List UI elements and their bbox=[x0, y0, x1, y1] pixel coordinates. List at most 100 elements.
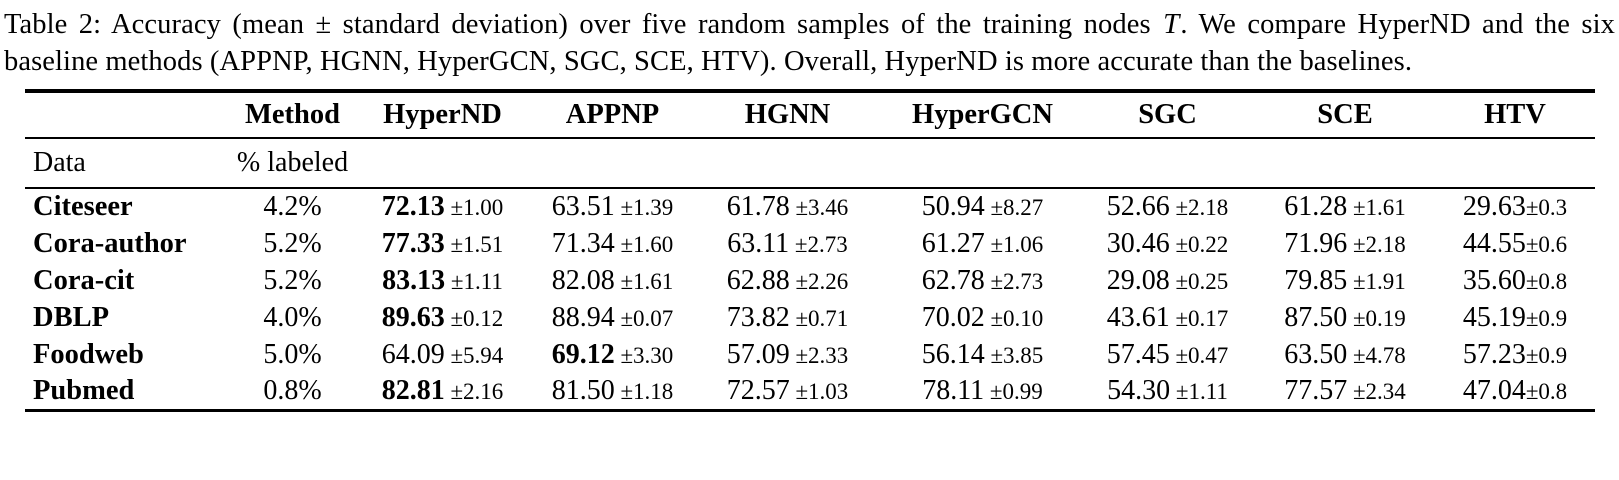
accuracy-cell: 81.50 ±1.18 bbox=[535, 373, 690, 410]
mean-value: 57.23 bbox=[1462, 338, 1526, 370]
std-value: ±0.47 bbox=[1169, 342, 1229, 368]
accuracy-cell: 52.66 ±2.18 bbox=[1080, 188, 1255, 225]
accuracy-cell: 71.96 ±2.18 bbox=[1255, 225, 1435, 262]
mean-value: 89.63 bbox=[381, 301, 445, 333]
accuracy-cell: 35.60±0.8 bbox=[1435, 262, 1595, 299]
header-hypernd: HyperND bbox=[350, 91, 535, 139]
row-label-foodweb: Foodweb bbox=[33, 338, 144, 370]
std-value: ±2.18 bbox=[1169, 195, 1229, 220]
mean-value: 83.13 bbox=[382, 264, 446, 296]
std-value: ±0.6 bbox=[1525, 231, 1568, 257]
mean-value: 56.14 bbox=[921, 338, 985, 370]
accuracy-cell: 72.13 ±1.00 bbox=[350, 188, 535, 225]
mean-value: 81.50 bbox=[551, 374, 615, 406]
std-value: ±1.11 bbox=[1170, 378, 1228, 404]
accuracy-cell: 50.94 ±8.27 bbox=[885, 188, 1080, 225]
accuracy-cell: 64.09 ±5.94 bbox=[350, 336, 535, 373]
pct-labeled-value: 5.2% bbox=[263, 264, 322, 296]
accuracy-cell: 63.51 ±1.39 bbox=[535, 188, 690, 225]
std-value: ±5.94 bbox=[444, 342, 504, 368]
std-value: ±4.78 bbox=[1347, 342, 1406, 368]
std-value: ±2.33 bbox=[789, 342, 849, 368]
std-value: ±1.00 bbox=[444, 195, 504, 220]
accuracy-cell: 44.55±0.6 bbox=[1435, 225, 1595, 262]
accuracy-cell: 71.34 ±1.60 bbox=[535, 225, 690, 262]
std-value: ±2.16 bbox=[444, 378, 504, 404]
header-appnp: APPNP bbox=[535, 91, 690, 139]
std-value: ±3.46 bbox=[789, 195, 849, 220]
accuracy-cell: 69.12 ±3.30 bbox=[535, 336, 690, 373]
mean-value: 29.63 bbox=[1462, 191, 1526, 222]
std-value: ±0.10 bbox=[984, 305, 1044, 331]
accuracy-cell: 43.61 ±0.17 bbox=[1080, 299, 1255, 336]
mean-value: 62.88 bbox=[726, 264, 790, 296]
accuracy-cell: 30.46 ±0.22 bbox=[1080, 225, 1255, 262]
mean-value: 52.66 bbox=[1106, 191, 1170, 222]
subheader-data-label: Data bbox=[25, 138, 235, 189]
std-value: ±0.8 bbox=[1525, 268, 1568, 294]
mean-value: 73.82 bbox=[726, 301, 790, 333]
std-value: ±0.9 bbox=[1525, 342, 1568, 368]
accuracy-cell: 63.50 ±4.78 bbox=[1255, 336, 1435, 373]
accuracy-cell: 62.88 ±2.26 bbox=[690, 262, 885, 299]
mean-value: 61.78 bbox=[726, 191, 790, 222]
pct-labeled-value: 4.0% bbox=[263, 301, 322, 333]
header-sgc: SGC bbox=[1080, 91, 1255, 139]
table-header-row: Method HyperND APPNP HGNN HyperGCN SGC S… bbox=[25, 91, 1595, 139]
std-value: ±8.27 bbox=[984, 195, 1044, 220]
accuracy-cell: 57.23±0.9 bbox=[1435, 336, 1595, 373]
accuracy-cell: 73.82 ±0.71 bbox=[690, 299, 885, 336]
std-value: ±3.30 bbox=[614, 342, 674, 368]
std-value: ±0.71 bbox=[789, 305, 849, 331]
std-value: ±1.61 bbox=[614, 268, 674, 294]
mean-value: 35.60 bbox=[1462, 264, 1526, 296]
std-value: ±2.34 bbox=[1347, 378, 1406, 404]
table-row-dblp: DBLP 4.0% 89.63 ±0.12 88.94 ±0.07 73.82 … bbox=[25, 299, 1595, 336]
mean-value: 44.55 bbox=[1462, 227, 1526, 259]
accuracy-cell: 77.57 ±2.34 bbox=[1255, 373, 1435, 410]
std-value: ±0.07 bbox=[614, 305, 674, 331]
mean-value: 63.51 bbox=[551, 191, 615, 222]
pct-labeled-value: 4.2% bbox=[263, 191, 322, 222]
accuracy-cell: 83.13 ±1.11 bbox=[350, 262, 535, 299]
mean-value: 63.11 bbox=[727, 227, 790, 259]
mean-value: 47.04 bbox=[1462, 374, 1526, 406]
mean-value: 82.08 bbox=[551, 264, 615, 296]
table-row-foodweb: Foodweb 5.0% 64.09 ±5.94 69.12 ±3.30 57.… bbox=[25, 336, 1595, 373]
row-label-dblp: DBLP bbox=[33, 301, 110, 333]
mean-value: 61.28 bbox=[1284, 191, 1348, 222]
accuracy-cell: 82.81 ±2.16 bbox=[350, 373, 535, 410]
std-value: ±3.85 bbox=[984, 342, 1044, 368]
accuracy-cell: 79.85 ±1.91 bbox=[1255, 262, 1435, 299]
subheader-pct-labeled: % labeled bbox=[235, 138, 350, 189]
accuracy-cell: 45.19±0.9 bbox=[1435, 299, 1595, 336]
mean-value: 79.85 bbox=[1284, 264, 1348, 296]
mean-value: 63.50 bbox=[1284, 338, 1348, 370]
accuracy-cell: 77.33 ±1.51 bbox=[350, 225, 535, 262]
header-sce: SCE bbox=[1255, 91, 1435, 139]
accuracy-cell: 70.02 ±0.10 bbox=[885, 299, 1080, 336]
std-value: ±0.12 bbox=[444, 305, 504, 331]
table-row-cora-cit: Cora-cit 5.2% 83.13 ±1.11 82.08 ±1.61 62… bbox=[25, 262, 1595, 299]
std-value: ±2.73 bbox=[984, 268, 1044, 294]
accuracy-cell: 61.27 ±1.06 bbox=[885, 225, 1080, 262]
std-value: ±1.39 bbox=[614, 195, 674, 220]
std-value: ±1.60 bbox=[614, 231, 674, 257]
accuracy-cell: 82.08 ±1.61 bbox=[535, 262, 690, 299]
mean-value: 77.33 bbox=[381, 227, 445, 259]
mean-value: 82.81 bbox=[381, 374, 445, 406]
mean-value: 43.61 bbox=[1106, 301, 1170, 333]
std-value: ±2.73 bbox=[789, 231, 848, 257]
paper-table-figure: Table 2: Accuracy (mean ± standard devia… bbox=[0, 6, 1619, 480]
std-value: ±1.18 bbox=[614, 378, 674, 404]
accuracy-cell: 88.94 ±0.07 bbox=[535, 299, 690, 336]
accuracy-cell: 29.63±0.3 bbox=[1435, 188, 1595, 225]
table-row-pubmed: Pubmed 0.8% 82.81 ±2.16 81.50 ±1.18 72.5… bbox=[25, 373, 1595, 410]
mean-value: 69.12 bbox=[551, 338, 615, 370]
accuracy-cell: 47.04±0.8 bbox=[1435, 373, 1595, 410]
std-value: ±0.99 bbox=[984, 378, 1043, 404]
mean-value: 30.46 bbox=[1106, 227, 1170, 259]
std-value: ±0.19 bbox=[1347, 305, 1406, 331]
accuracy-cell: 29.08 ±0.25 bbox=[1080, 262, 1255, 299]
accuracy-cell: 89.63 ±0.12 bbox=[350, 299, 535, 336]
